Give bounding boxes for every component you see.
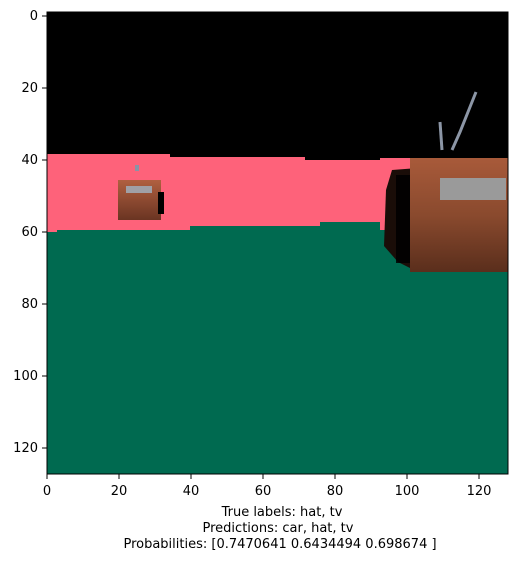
- y-tick-label: 0: [30, 9, 38, 24]
- caption: True labels: hat, tv Predictions: car, h…: [123, 505, 436, 552]
- y-tick-label: 120: [13, 441, 38, 456]
- floor-region: [47, 222, 508, 474]
- x-tick-label: 20: [111, 484, 128, 499]
- x-tick-label: 100: [395, 484, 420, 499]
- image-panel: [47, 12, 508, 474]
- large-tv: [384, 91, 508, 272]
- y-tick-label: 60: [21, 225, 38, 240]
- y-tick-label: 80: [21, 297, 38, 312]
- y-tick-label: 20: [21, 81, 38, 96]
- x-tick-label: 120: [467, 484, 492, 499]
- x-tick-label: 60: [255, 484, 272, 499]
- x-tick-label: 40: [183, 484, 200, 499]
- y-axis: 0 20 40 60 80 100 120: [13, 9, 47, 456]
- small-tv: [118, 165, 164, 220]
- probabilities-text: Probabilities: [0.7470641 0.6434494 0.69…: [123, 537, 436, 552]
- x-tick-label: 80: [327, 484, 344, 499]
- y-tick-label: 40: [21, 153, 38, 168]
- x-tick-label: 0: [43, 484, 51, 499]
- true-labels-text: True labels: hat, tv: [221, 505, 343, 520]
- axes-frame: [46, 11, 509, 475]
- y-tick-label: 100: [13, 369, 38, 384]
- predictions-text: Predictions: car, hat, tv: [203, 521, 354, 536]
- x-axis: 0 20 40 60 80 100 120: [43, 474, 492, 499]
